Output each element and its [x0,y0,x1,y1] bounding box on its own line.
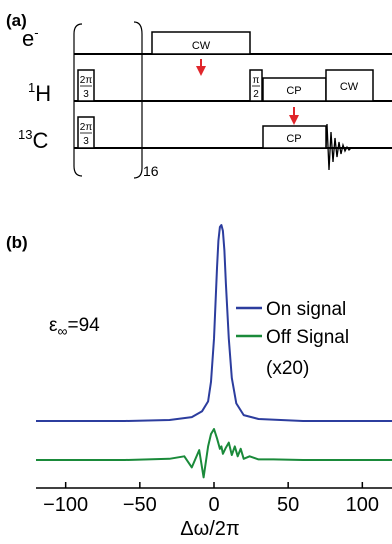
electron-cw-label: CW [192,40,211,52]
electron-label-sup: - [34,25,38,40]
proton-two-pi-third-pulse [77,69,95,102]
carbon-two-pi-third-pulse [77,116,95,149]
electron-label-main: e [22,26,34,51]
proton-channel-label: 1H [28,80,51,106]
on-signal-line [36,224,392,422]
epsilon-symbol: ε [49,315,58,336]
proton-pi-half-den: 2 [253,89,259,100]
x-tick-label: −50 [123,494,157,516]
carbon-channel-label: 13C [18,127,48,153]
legend-on-label: On signal [266,299,346,320]
epsilon-annotation: ε∞=94 [49,315,100,339]
panel-b-label: (b) [6,233,28,252]
x-axis-label: Δω/2π [180,518,239,540]
carbon-cp-label: CP [286,133,301,145]
spectrum-plot: −100 −50 0 50 100 [36,224,392,516]
proton-cp-label: CP [286,85,301,97]
electron-channel-label: e- [22,25,39,51]
proton-label-sup: 1 [28,80,35,95]
x-tick-label: 100 [346,494,379,516]
proton-pi-half-num: π [253,75,260,86]
proton-cw-label: CW [340,81,359,93]
off-signal-line [36,428,392,479]
proton-label-main: H [35,81,51,106]
panel-a-label: (a) [6,11,27,30]
epsilon-value: =94 [67,315,100,336]
carbon-label-main: C [32,128,48,153]
carbon-fid-signal [325,123,356,171]
repeat-count: 16 [143,163,159,179]
proton-two-pi-third-num: 2π [80,75,93,86]
carbon-two-pi-third-num: 2π [80,122,93,133]
legend-off-label: Off Signal [266,327,349,348]
proton-pi-half-pulse [249,69,263,102]
legend-off-note: (x20) [266,358,309,379]
carbon-two-pi-third-den: 3 [83,136,89,147]
x-tick-label: 0 [208,494,219,516]
x-tick-label: 50 [277,494,299,516]
electron-cw-pulse [151,31,251,55]
x-tick-label: −100 [43,494,88,516]
carbon-label-sup: 13 [18,127,32,142]
proton-cw-pulse [325,69,374,102]
x-ticks: −100 −50 0 50 100 [43,482,379,516]
epsilon-subscript: ∞ [57,323,67,339]
proton-two-pi-third-den: 3 [83,89,89,100]
